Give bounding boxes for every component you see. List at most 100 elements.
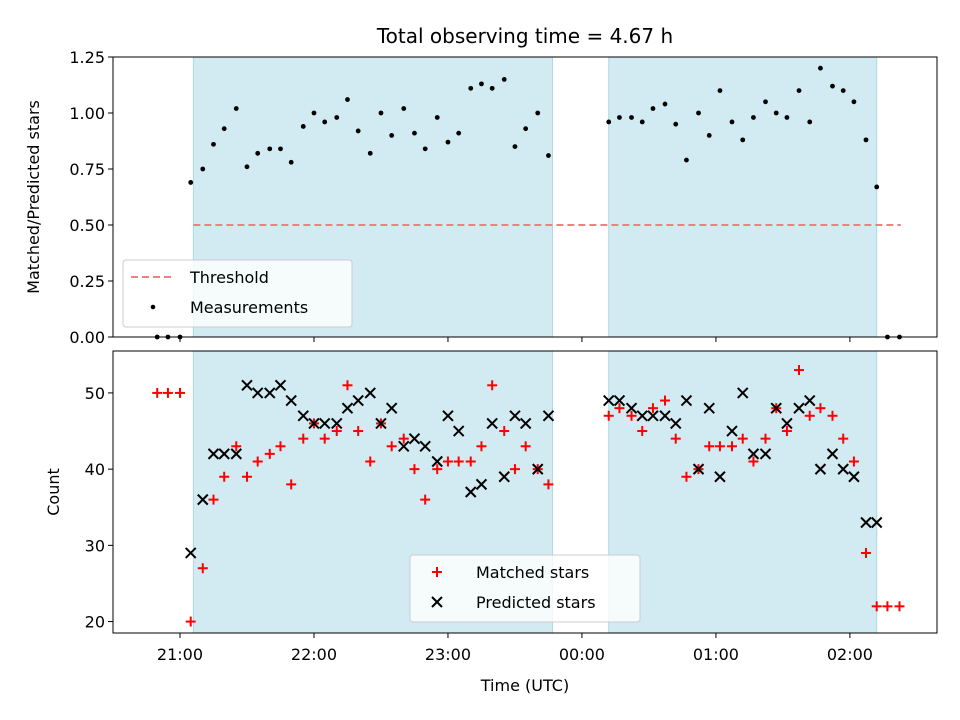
matched-star-point xyxy=(871,601,882,612)
predicted-star-point xyxy=(670,417,682,430)
legend-bottom: Matched stars Predicted stars xyxy=(409,554,641,623)
predicted-star-point xyxy=(218,448,230,460)
matched-star-point xyxy=(219,471,230,482)
legend-x-marker xyxy=(431,596,443,608)
matched-star-point xyxy=(353,426,364,437)
predicted-star-point xyxy=(285,394,297,407)
y-tick-label: 0.50 xyxy=(69,216,105,235)
measurement-point xyxy=(188,180,194,185)
predicted-star-point xyxy=(532,463,544,475)
measurement-point xyxy=(840,88,846,93)
predicted-star-point xyxy=(385,402,398,414)
measurement-point xyxy=(200,166,206,172)
matched-star-point xyxy=(298,433,309,444)
y-tick-label: 0.00 xyxy=(69,328,105,347)
measurement-point xyxy=(535,110,541,116)
matched-star-point xyxy=(603,410,614,421)
plot-frame-bottom xyxy=(112,350,938,634)
observing-window-shade xyxy=(608,350,878,634)
y-axis-ticks-top: 0.00 0.25 0.50 0.75 1.00 1.25 xyxy=(69,48,113,347)
matched-star-point xyxy=(781,426,792,437)
predicted-star-point xyxy=(703,402,715,414)
predicted-star-point xyxy=(241,379,253,392)
matched-star-point xyxy=(894,601,905,612)
predicted-stars-points xyxy=(185,379,883,559)
matched-star-point xyxy=(420,494,431,505)
matched-star-point xyxy=(499,426,510,437)
legend-plus-marker xyxy=(432,567,442,577)
measurement-point xyxy=(355,128,361,134)
predicted-star-point xyxy=(509,410,521,422)
matched-star-point xyxy=(882,601,893,612)
predicted-star-point xyxy=(364,387,376,399)
measurement-point xyxy=(389,133,395,138)
observing-window-shade xyxy=(608,56,878,338)
matched-star-point xyxy=(520,441,531,452)
matched-star-point xyxy=(509,464,520,475)
predicted-star-point xyxy=(680,394,693,407)
measurement-point xyxy=(662,101,668,107)
predicted-star-point xyxy=(475,478,488,491)
x-tick-label: 02:00 xyxy=(827,645,873,664)
predicted-star-point xyxy=(726,425,738,437)
x-axis-label: Time (UTC) xyxy=(480,676,569,695)
measurement-point xyxy=(629,115,634,120)
predicted-star-point xyxy=(318,417,331,430)
matched-star-point xyxy=(704,441,715,452)
measurement-point xyxy=(763,99,768,105)
matched-star-point xyxy=(275,441,286,452)
predicted-star-point xyxy=(860,516,872,529)
matched-star-point xyxy=(342,380,353,391)
predicted-star-point xyxy=(251,387,264,399)
predicted-star-point xyxy=(297,410,309,422)
measurement-point xyxy=(784,115,790,120)
x-axis-ticks-top xyxy=(179,337,851,342)
x-tick-label: 01:00 xyxy=(693,645,739,664)
matched-star-point xyxy=(386,441,397,452)
measurement-point xyxy=(367,150,373,156)
legend-measurements-swatch xyxy=(150,304,156,310)
legend-box-top xyxy=(122,259,353,328)
measurement-point xyxy=(311,110,317,116)
legend-box-bottom xyxy=(409,554,641,623)
matched-star-point xyxy=(286,479,297,490)
matched-star-point xyxy=(197,563,208,574)
predicted-star-point xyxy=(770,402,782,414)
measurement-point xyxy=(874,184,880,190)
matched-star-point xyxy=(827,410,838,421)
measurement-point xyxy=(863,137,869,143)
matched-star-point xyxy=(737,433,748,444)
measurement-point xyxy=(830,83,835,89)
predicted-star-point xyxy=(274,379,287,392)
matched-star-point xyxy=(714,441,725,452)
x-tick-label: 21:00 xyxy=(157,645,203,664)
predicted-star-point xyxy=(804,394,816,407)
measurement-point xyxy=(606,119,612,125)
matched-star-point xyxy=(264,448,275,459)
matched-star-point xyxy=(815,403,826,414)
predicted-star-point xyxy=(542,410,555,422)
y-tick-label: 20 xyxy=(85,613,105,632)
matched-star-point xyxy=(398,433,409,444)
matched-star-point xyxy=(637,426,648,437)
predicted-star-point xyxy=(207,448,220,460)
measurement-point xyxy=(278,146,283,152)
matched-star-point xyxy=(442,456,453,467)
predicted-star-point xyxy=(264,387,276,399)
measurement-point xyxy=(717,88,723,93)
matched-star-point xyxy=(453,456,464,467)
matched-star-point xyxy=(543,479,554,490)
measurement-point xyxy=(255,150,261,156)
measurement-point xyxy=(401,106,407,111)
predicted-star-point xyxy=(747,448,760,460)
measurement-point xyxy=(673,121,679,127)
matched-star-point xyxy=(860,547,871,558)
predicted-star-point xyxy=(452,425,465,437)
measurement-point xyxy=(650,106,656,111)
measurement-point xyxy=(729,119,735,125)
predicted-star-point xyxy=(613,394,626,407)
legend-predicted-swatch xyxy=(431,596,443,608)
measurement-point xyxy=(807,119,813,125)
measurement-point xyxy=(456,130,462,136)
measurement-point xyxy=(378,110,384,116)
